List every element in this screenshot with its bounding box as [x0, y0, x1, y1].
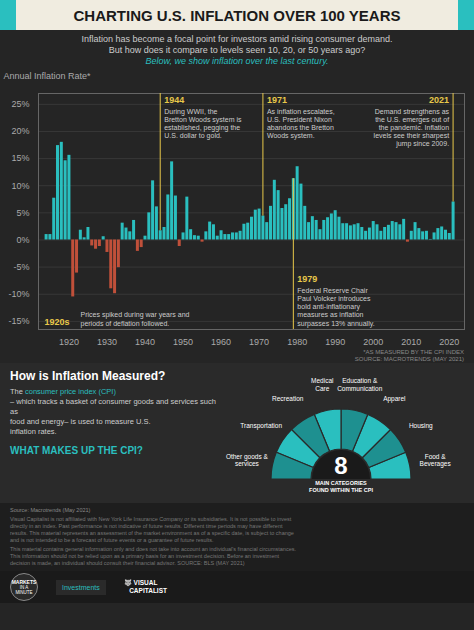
svg-text:1930: 1930 [97, 337, 117, 347]
svg-text:5%: 5% [16, 208, 29, 218]
svg-text:Other goods &services: Other goods &services [226, 453, 269, 468]
svg-text:Demand strengthens asthe U.S.: Demand strengthens asthe U.S. emerges ou… [374, 108, 450, 148]
html-text:WHAT MAKES UP THE CPI?: WHAT MAKES UP THE CPI? [10, 445, 143, 456]
html-text:How is Inflation Measured?: How is Inflation Measured? [10, 369, 166, 383]
svg-text:1979: 1979 [297, 274, 317, 284]
svg-text:25%: 25% [11, 99, 29, 109]
html-text:The consumer price index (CPI): The consumer price index (CPI) [10, 387, 116, 396]
svg-text:Recreation: Recreation [272, 395, 304, 402]
svg-text:MedicalCare: MedicalCare [311, 377, 334, 392]
html-text:*AS MEASURED BY THE CPI INDEX: *AS MEASURED BY THE CPI INDEX SOURCE: MA… [354, 349, 464, 362]
html-text:But how does it compare to lev: But how does it compare to levels seen 1… [108, 45, 366, 55]
html-text:food and energy– is used to me: food and energy– is used to measure U.S. [10, 417, 151, 426]
svg-text:10%: 10% [11, 181, 29, 191]
svg-text:-10%: -10% [8, 289, 29, 299]
html-text:Inflation has become a focal p: Inflation has become a focal point for i… [81, 34, 393, 44]
svg-text:1950: 1950 [173, 337, 193, 347]
html-text:CHARTING U.S. INFLATION OVER 1: CHARTING U.S. INFLATION OVER 100 YEARS [73, 7, 401, 24]
html-text:Source: Macrotrends (May 2021): Source: Macrotrends (May 2021) [10, 507, 91, 513]
svg-text:Federal Reserve ChairPaul Volc: Federal Reserve ChairPaul Volcker introd… [297, 287, 374, 327]
svg-text:As inflation escalates,U.S. Pr: As inflation escalates,U.S. President Ni… [267, 108, 335, 140]
svg-text:1920: 1920 [59, 337, 79, 347]
html-text:inflation rates.: inflation rates. [10, 427, 57, 436]
svg-text:1990: 1990 [325, 337, 345, 347]
svg-text:20%: 20% [11, 126, 29, 136]
svg-text:8: 8 [334, 452, 347, 479]
svg-text:Food &Beverages: Food &Beverages [420, 453, 452, 469]
svg-text:1970: 1970 [249, 337, 269, 347]
html-text:Investments: Investments [62, 583, 100, 591]
svg-text:-5%: -5% [13, 262, 29, 272]
svg-text:Housing: Housing [409, 422, 433, 430]
svg-text:2010: 2010 [401, 337, 421, 347]
html-text:IN A MINUTE: IN A MINUTE [15, 585, 33, 595]
svg-text:MAIN CATEGORIESFOUND WITHIN TH: MAIN CATEGORIESFOUND WITHIN THE CPI [309, 480, 373, 493]
html-text:MARKETS: MARKETS [11, 579, 37, 585]
svg-text:1980: 1980 [287, 337, 307, 347]
html-text:Below, we show inflation over: Below, we show inflation over the last c… [145, 56, 329, 66]
html-text:🐺 VISUAL CAPITALIST: 🐺 VISUAL CAPITALIST [123, 579, 167, 594]
svg-text:1920s: 1920s [45, 317, 70, 327]
svg-text:15%: 15% [11, 153, 29, 163]
html-text:– which tracks a basket of con: – which tracks a basket of consumer good… [10, 397, 216, 416]
svg-text:1940: 1940 [135, 337, 155, 347]
html-text:Visual Capitalist is not affil: Visual Capitalist is not affiliated with… [10, 516, 294, 543]
svg-text:2021: 2021 [429, 95, 449, 105]
svg-text:Education &Communication: Education &Communication [337, 377, 383, 392]
svg-text:2020: 2020 [439, 337, 459, 347]
svg-text:During WWII, theBretton Woods: During WWII, theBretton Woods system ise… [164, 108, 242, 140]
svg-text:Transportation: Transportation [240, 422, 282, 430]
svg-text:1971: 1971 [267, 95, 287, 105]
html-text:This material contains general: This material contains general informati… [10, 546, 296, 566]
svg-text:1944: 1944 [164, 95, 184, 105]
svg-text:Apparel: Apparel [383, 395, 406, 403]
svg-text:1960: 1960 [211, 337, 231, 347]
svg-text:-15%: -15% [8, 316, 29, 326]
svg-text:0%: 0% [16, 235, 29, 245]
svg-text:Prices spiked during war years: Prices spiked during war years andperiod… [81, 311, 190, 327]
svg-text:Annual Inflation Rate*: Annual Inflation Rate* [4, 71, 92, 81]
svg-text:2000: 2000 [363, 337, 383, 347]
